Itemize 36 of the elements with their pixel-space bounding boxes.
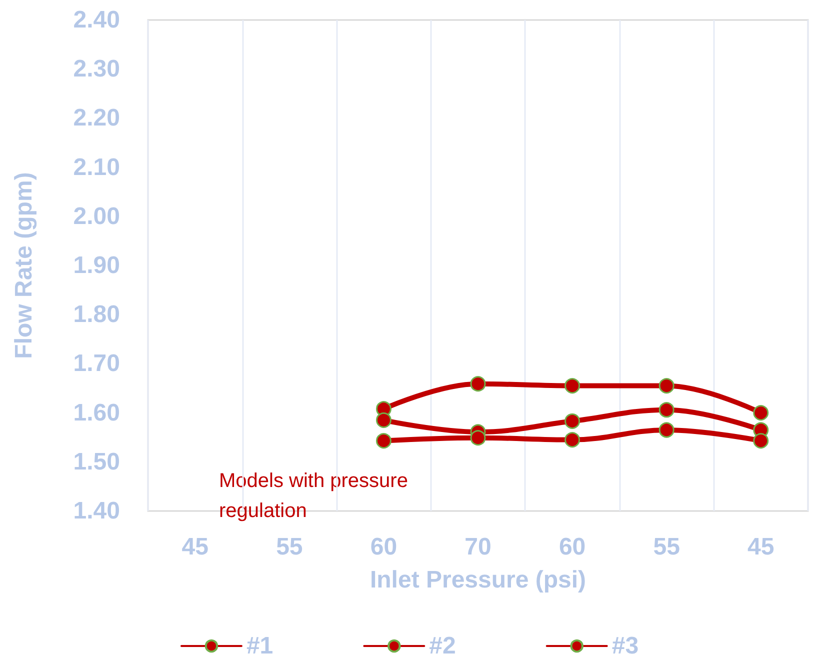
y-tick-label: 2.10: [73, 154, 120, 181]
x-tick-label: 70: [464, 534, 492, 560]
point: [470, 430, 486, 446]
x-tick-label: 60: [370, 534, 398, 560]
point: [376, 433, 392, 449]
x-axis-title: Inlet Pressure (psi): [370, 566, 586, 594]
point: [658, 402, 674, 418]
y-tick-label: 1.70: [73, 350, 120, 378]
x-tick-label: 55: [653, 534, 680, 560]
x-tick-label: 45: [748, 534, 774, 560]
y-tick-label: 2.20: [73, 104, 120, 132]
y-tick-label: 1.80: [73, 301, 120, 328]
point: [564, 432, 580, 448]
x-tick-label: 60: [558, 534, 586, 560]
legend-label: #2: [429, 632, 456, 660]
y-tick-label: 2.40: [73, 6, 120, 34]
point: [470, 376, 486, 392]
annotation: Models with pressure regulation: [219, 470, 408, 522]
x-tick-label: 45: [182, 534, 208, 560]
x-tick-label: 55: [276, 534, 303, 560]
y-tick-label: 1.60: [73, 399, 120, 426]
point: [564, 378, 580, 394]
y-tick-label: 1.50: [73, 448, 120, 476]
point: [564, 413, 580, 429]
legend-label: #3: [612, 632, 639, 660]
y-tick-label: 1.40: [73, 498, 120, 524]
point: [753, 405, 769, 421]
y-tick-label: 2.30: [73, 56, 120, 83]
point: [658, 378, 674, 394]
legend-label: #1: [246, 632, 274, 660]
point: [658, 422, 674, 438]
point: [376, 412, 392, 428]
point: [753, 433, 769, 449]
y-tick-label: 1.90: [73, 252, 120, 279]
y-axis-title: Flow Rate (gpm): [10, 172, 38, 359]
y-tick-label: 2.00: [73, 202, 120, 230]
